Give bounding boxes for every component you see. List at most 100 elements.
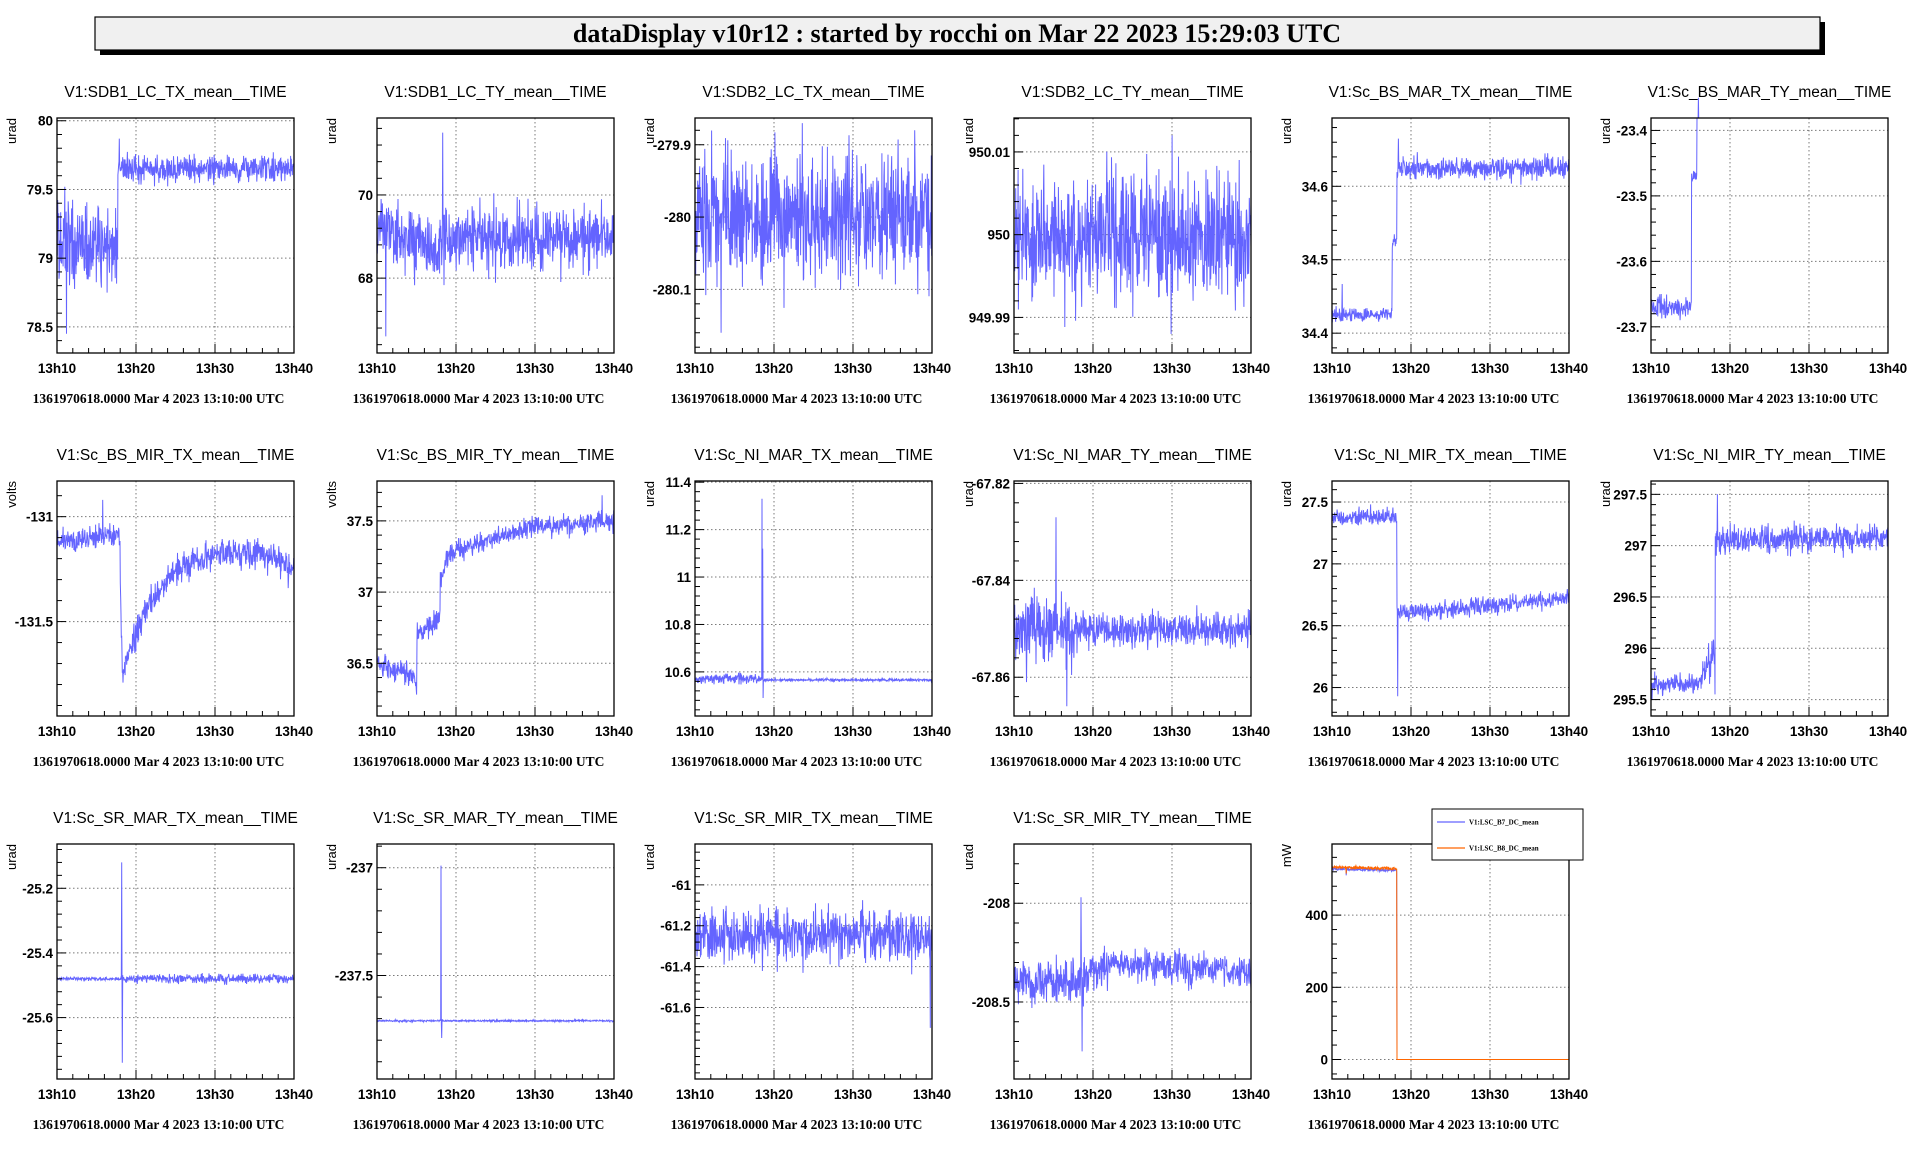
y-axis-label: urad: [324, 118, 339, 144]
x-tick-label: 13h30: [1153, 361, 1191, 376]
plot-timestamp: 1361970618.0000 Mar 4 2023 13:10:00 UTC: [1308, 391, 1560, 406]
x-tick-label: 13h20: [117, 361, 155, 376]
y-axis-label: urad: [4, 118, 19, 144]
plot-frame: [1331, 117, 1570, 354]
x-tick-label: 13h40: [1232, 724, 1270, 739]
plot-title: V1:Sc_SR_MIR_TY_mean__TIME: [1013, 810, 1252, 827]
y-axis-label: urad: [1279, 118, 1294, 144]
y-tick-label: 297.5: [1613, 487, 1647, 502]
x-tick-label: 13h20: [1074, 724, 1112, 739]
plot-frame: [694, 480, 933, 717]
x-tick-label: 13h20: [437, 1087, 475, 1102]
x-tick-label: 13h40: [595, 724, 633, 739]
plot-timestamp: 1361970618.0000 Mar 4 2023 13:10:00 UTC: [33, 754, 285, 769]
plot-title: V1:Sc_NI_MAR_TX_mean__TIME: [694, 447, 933, 464]
y-tick-label: 0: [1320, 1053, 1328, 1068]
series-line: [56, 499, 295, 683]
x-tick-label: 13h20: [1392, 1087, 1430, 1102]
x-tick-label: 13h20: [437, 361, 475, 376]
x-tick-label: 13h10: [676, 1087, 714, 1102]
y-tick-label: -23.7: [1616, 320, 1647, 335]
x-tick-label: 13h40: [913, 361, 951, 376]
x-tick-label: 13h40: [913, 1087, 951, 1102]
y-axis-label: urad: [961, 481, 976, 507]
x-tick-label: 13h20: [1711, 724, 1749, 739]
y-axis-label: urad: [1598, 481, 1613, 507]
y-axis-label: urad: [961, 118, 976, 144]
plot-timestamp: 1361970618.0000 Mar 4 2023 13:10:00 UTC: [990, 754, 1242, 769]
x-tick-label: 13h40: [595, 361, 633, 376]
y-axis-label: volts: [324, 481, 339, 508]
x-tick-label: 13h30: [516, 361, 554, 376]
x-tick-label: 13h30: [834, 1087, 872, 1102]
plot-frame: [56, 117, 295, 354]
y-tick-label: 10.6: [665, 665, 692, 680]
y-tick-label: 11: [677, 570, 692, 585]
x-tick-label: 13h10: [1632, 724, 1670, 739]
plot-timestamp: 1361970618.0000 Mar 4 2023 13:10:00 UTC: [353, 754, 605, 769]
x-tick-label: 13h40: [1869, 361, 1907, 376]
y-tick-label: -131: [26, 510, 54, 525]
y-tick-label: -280: [664, 210, 691, 225]
y-tick-label: 78.5: [27, 320, 54, 335]
x-tick-label: 13h10: [38, 361, 76, 376]
y-tick-label: 37.5: [347, 514, 374, 529]
y-tick-label: -237.5: [335, 969, 374, 984]
y-tick-label: 80: [38, 114, 53, 129]
series-line: [376, 132, 615, 337]
y-axis-label: urad: [961, 844, 976, 870]
plot-title: V1:SDB1_LC_TY_mean__TIME: [384, 84, 606, 101]
x-tick-label: 13h40: [1232, 361, 1270, 376]
x-tick-label: 13h20: [117, 724, 155, 739]
y-tick-label: -25.6: [22, 1011, 53, 1026]
x-tick-label: 13h30: [1153, 1087, 1191, 1102]
plot-title: V1:Sc_SR_MIR_TX_mean__TIME: [694, 810, 933, 827]
series-line: [694, 900, 933, 1028]
x-tick-label: 13h10: [676, 361, 714, 376]
x-tick-label: 13h20: [1392, 361, 1430, 376]
y-tick-label: -237: [346, 861, 373, 876]
plot-frame: [1331, 480, 1570, 717]
y-tick-label: -61: [671, 878, 691, 893]
legend: V1:LSC_B7_DC_mean V1:LSC_B8_DC_mean: [1431, 808, 1584, 861]
series-line: [1650, 97, 1888, 321]
y-tick-label: 37: [358, 585, 373, 600]
x-tick-label: 13h20: [437, 724, 475, 739]
y-axis-label: urad: [324, 844, 339, 870]
plot-timestamp: 1361970618.0000 Mar 4 2023 13:10:00 UTC: [33, 391, 285, 406]
x-tick-label: 13h20: [755, 1087, 793, 1102]
y-tick-label: 27: [1313, 557, 1328, 572]
x-tick-label: 13h20: [1074, 1087, 1112, 1102]
y-axis-label: urad: [1279, 481, 1294, 507]
y-tick-label: -131.5: [15, 615, 54, 630]
y-tick-label: -23.6: [1616, 254, 1647, 269]
plot-frame: [56, 843, 295, 1080]
y-tick-label: 296: [1624, 641, 1647, 656]
x-tick-label: 13h10: [676, 724, 714, 739]
page-title: dataDisplay v10r12 : started by rocchi o…: [573, 19, 1341, 48]
y-tick-label: 950: [987, 228, 1010, 243]
plot-timestamp: 1361970618.0000 Mar 4 2023 13:10:00 UTC: [671, 391, 923, 406]
y-tick-label: -25.2: [22, 881, 53, 896]
y-axis-label: urad: [1598, 118, 1613, 144]
y-tick-label: -23.4: [1616, 123, 1647, 138]
y-tick-label: 297: [1624, 539, 1647, 554]
x-tick-label: 13h30: [516, 1087, 554, 1102]
plot-title: V1:Sc_BS_MIR_TY_mean__TIME: [377, 447, 615, 464]
y-tick-label: 200: [1305, 980, 1328, 995]
x-tick-label: 13h10: [38, 724, 76, 739]
plot-frame: [1650, 480, 1889, 717]
plot-frame: [376, 843, 615, 1080]
series-line: [1013, 897, 1252, 1052]
x-tick-label: 13h40: [275, 724, 313, 739]
y-tick-label: -279.9: [653, 138, 691, 153]
series-line: [376, 495, 615, 695]
y-tick-label: 79.5: [27, 182, 54, 197]
